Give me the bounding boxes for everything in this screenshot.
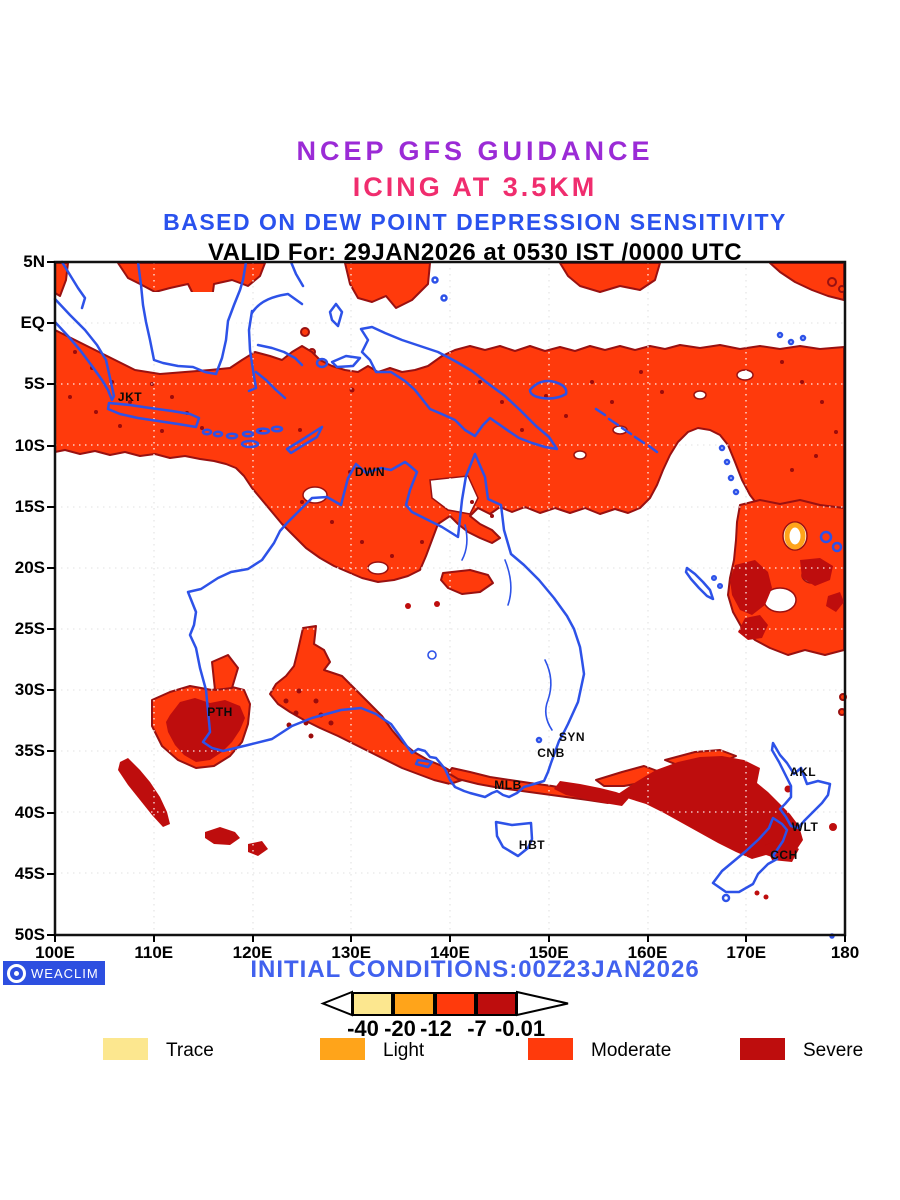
colorbar-value: -20 bbox=[384, 1016, 416, 1041]
y-axis-label: 5N bbox=[23, 252, 45, 271]
colorbar-value: -0.01 bbox=[494, 1016, 546, 1041]
weaclim-logo-text: WEACLIM bbox=[31, 965, 99, 981]
y-axis-tick bbox=[47, 628, 55, 631]
y-axis-tick bbox=[47, 444, 55, 447]
y-axis-tick bbox=[47, 689, 55, 692]
model-title: NCEP GFS GUIDANCE bbox=[296, 136, 654, 166]
legend-swatch bbox=[103, 1038, 148, 1060]
x-axis-label: 150E bbox=[528, 943, 569, 962]
city-label: CNB bbox=[537, 746, 565, 760]
city-label: JKT bbox=[117, 390, 143, 404]
x-axis-tick bbox=[745, 935, 748, 942]
x-axis-label: 180 bbox=[830, 943, 860, 962]
colorbar-cell bbox=[352, 992, 394, 1016]
y-axis-tick bbox=[47, 322, 55, 325]
city-label: AKL bbox=[789, 765, 817, 779]
light-icing-ring bbox=[784, 522, 806, 550]
x-axis-tick bbox=[547, 935, 550, 942]
x-axis-label: 170E bbox=[726, 943, 767, 962]
y-axis-label: 45S bbox=[14, 863, 45, 883]
city-label: HBT bbox=[518, 838, 546, 852]
y-axis-label: 35S bbox=[14, 741, 45, 761]
legend-label: Light bbox=[383, 1040, 425, 1061]
y-axis-label: 25S bbox=[14, 619, 45, 639]
method-subtitle: BASED ON DEW POINT DEPRESSION SENSITIVIT… bbox=[163, 209, 787, 235]
severe-icing-layer bbox=[118, 558, 844, 900]
x-axis-label: 140E bbox=[430, 943, 470, 962]
city-label: CCH bbox=[770, 848, 798, 862]
initial-conditions-line: INITIAL CONDITIONS:00Z23JAN2026 bbox=[250, 956, 700, 983]
weaclim-bullseye-icon bbox=[7, 963, 26, 983]
x-axis-label: 130E bbox=[331, 943, 372, 962]
x-axis-tick bbox=[350, 935, 353, 942]
legend-swatch bbox=[528, 1038, 573, 1060]
colorbar-value: -7 bbox=[467, 1016, 487, 1041]
x-axis-label: 160E bbox=[627, 943, 668, 962]
y-axis-tick bbox=[47, 750, 55, 753]
x-axis-tick bbox=[449, 935, 451, 942]
y-axis-label: 30S bbox=[14, 680, 45, 700]
city-label: WLT bbox=[791, 820, 819, 834]
y-axis-label: 50S bbox=[14, 925, 45, 944]
legend-swatch bbox=[740, 1038, 785, 1060]
legend-label: Severe bbox=[803, 1040, 864, 1061]
y-axis-tick bbox=[47, 505, 55, 508]
y-axis-label: 40S bbox=[14, 802, 45, 822]
weaclim-logo: WEACLIM bbox=[3, 961, 105, 985]
colorbar-value: -40 bbox=[347, 1016, 379, 1041]
x-axis-tick bbox=[646, 935, 649, 942]
city-label: PTH bbox=[207, 705, 233, 719]
colorbar-cell bbox=[475, 992, 518, 1016]
x-axis-label: 110E bbox=[134, 943, 174, 962]
y-axis-tick bbox=[47, 261, 55, 263]
city-label: MLB bbox=[494, 778, 522, 792]
x-axis-label: 100E bbox=[35, 943, 75, 962]
legend-label: Moderate bbox=[591, 1040, 672, 1061]
x-axis-tick bbox=[54, 935, 56, 942]
product-title: ICING AT 3.5KM bbox=[352, 172, 598, 202]
y-axis-tick bbox=[47, 811, 55, 814]
y-axis-tick bbox=[47, 383, 55, 386]
x-axis-label: 120E bbox=[232, 943, 273, 962]
y-axis-label: EQ bbox=[20, 313, 45, 333]
city-label: SYN bbox=[558, 730, 586, 744]
gridlines-white bbox=[55, 262, 845, 935]
y-axis-label: 10S bbox=[14, 435, 45, 455]
y-axis-label: 20S bbox=[14, 557, 45, 577]
clear-holes-layer bbox=[142, 292, 823, 613]
x-axis-tick bbox=[844, 935, 846, 942]
y-axis-tick bbox=[47, 566, 55, 569]
colorbar-value: -12 bbox=[420, 1016, 452, 1041]
x-axis-tick bbox=[251, 935, 254, 942]
city-label: DWN bbox=[354, 465, 386, 479]
moderate-icing-layer bbox=[54, 262, 847, 804]
y-axis-tick bbox=[47, 872, 55, 875]
colorbar-cell bbox=[393, 992, 435, 1016]
legend-label: Trace bbox=[166, 1040, 214, 1061]
x-axis-tick bbox=[152, 935, 155, 942]
y-axis-label: 15S bbox=[14, 496, 45, 516]
y-axis-label: 5S bbox=[24, 374, 45, 394]
legend-swatch bbox=[320, 1038, 365, 1060]
y-axis-tick bbox=[47, 934, 55, 936]
coastlines-layer bbox=[53, 260, 843, 939]
colorbar-cell bbox=[434, 992, 476, 1016]
